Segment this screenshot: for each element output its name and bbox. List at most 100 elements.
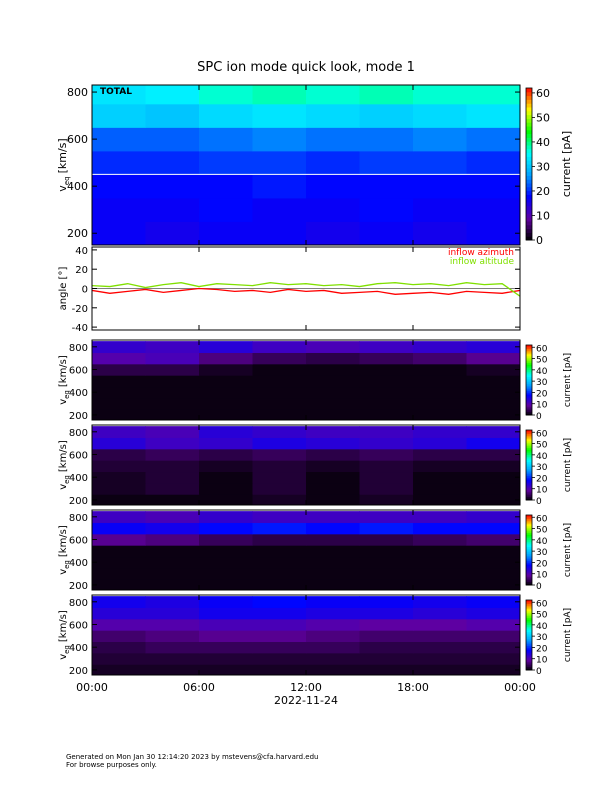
colorbar-step — [526, 550, 532, 553]
colorbar-step — [526, 583, 532, 586]
panel — [92, 282, 520, 297]
heat-cell — [252, 103, 307, 128]
heat-cell — [92, 641, 146, 654]
colorbar-step — [526, 437, 532, 440]
colorbar-step — [526, 452, 532, 455]
heat-cell — [145, 352, 200, 365]
heat-cell — [252, 460, 307, 473]
panel-label: TOTAL — [100, 87, 132, 97]
heat-cell — [92, 522, 146, 535]
colorbar-step — [526, 536, 532, 539]
heat-cell — [92, 545, 146, 558]
colorbar-step — [526, 194, 532, 199]
colorbar-step — [526, 525, 532, 528]
colorbar-step — [526, 489, 532, 492]
heat-cell — [413, 641, 467, 654]
heat-cell — [306, 174, 360, 199]
colorbar-tick-label: 50 — [536, 356, 548, 366]
colorbar-step — [526, 534, 532, 537]
colorbar-step — [526, 600, 532, 603]
heat-cell — [145, 482, 200, 495]
colorbar-step — [526, 472, 532, 475]
heat-cell — [92, 150, 146, 175]
colorbar-step — [526, 364, 532, 367]
colorbar-step — [526, 608, 532, 611]
heat-cell — [199, 103, 253, 128]
y-label-unit: [km/s] — [58, 355, 69, 387]
colorbar-step — [526, 486, 532, 489]
colorbar-step — [526, 433, 532, 436]
colorbar-tick-label: 60 — [536, 429, 548, 439]
heat-cell — [306, 375, 360, 388]
colorbar-step — [526, 413, 532, 416]
heat-cell — [359, 397, 414, 410]
colorbar-step — [526, 373, 532, 376]
heat-cell — [252, 426, 307, 438]
x-axis-label: 2022-11-24 — [274, 694, 338, 707]
footer-line: Generated on Mon Jan 30 12:14:20 2023 by… — [66, 753, 318, 761]
heat-cell — [359, 127, 414, 152]
colorbar-tick-label: 30 — [536, 160, 550, 173]
colorbar-step — [526, 539, 532, 542]
heat-cell — [466, 494, 520, 505]
colorbar-step — [526, 484, 532, 487]
colorbar-step — [526, 638, 532, 641]
colorbar-step — [526, 491, 532, 494]
colorbar-step — [526, 529, 532, 532]
heat-cell — [92, 607, 146, 620]
colorbar-tick-label: 20 — [536, 389, 548, 399]
heat-cell — [466, 437, 520, 450]
heat-cell — [252, 341, 307, 353]
y-tick-label: 600 — [69, 536, 88, 547]
heat-cell — [145, 103, 200, 128]
panel — [92, 341, 520, 420]
colorbar-step — [526, 171, 532, 176]
heat-cell — [466, 596, 520, 608]
heat-cell — [359, 460, 414, 473]
heat-cell — [252, 150, 307, 175]
colorbar-step — [526, 567, 532, 570]
y-tick-label: 20 — [75, 265, 88, 276]
colorbar-step — [526, 649, 532, 652]
heat-cell — [413, 437, 467, 450]
heat-cell — [359, 545, 414, 558]
heat-cell — [145, 448, 200, 461]
heat-cell — [199, 618, 253, 631]
colorbar-step — [526, 465, 532, 468]
heat-cell — [306, 85, 360, 105]
colorbar-step — [526, 133, 532, 138]
heat-cell — [199, 641, 253, 654]
heat-cell — [252, 567, 307, 580]
heat-cell — [145, 596, 200, 608]
heat-cell — [413, 363, 467, 376]
heat-cell — [466, 221, 520, 245]
heat-cell — [359, 103, 414, 128]
heat-cell — [199, 437, 253, 450]
heat-cell — [359, 174, 414, 199]
colorbar-step — [526, 367, 532, 370]
heat-cell — [413, 482, 467, 495]
colorbar-step — [526, 458, 532, 461]
colorbar-tick-label: 40 — [536, 537, 548, 547]
y-tick-label: 600 — [69, 451, 88, 462]
colorbar-tick-label: 10 — [536, 209, 550, 222]
colorbar-step — [526, 605, 532, 608]
y-label-main: v — [58, 654, 69, 660]
heat-cell — [92, 127, 146, 152]
heat-cell — [413, 375, 467, 388]
heat-cell — [466, 522, 520, 535]
colorbar-step — [526, 475, 532, 478]
heat-cell — [92, 482, 146, 495]
heat-cell — [413, 409, 467, 420]
colorbar-tick-label: 50 — [536, 111, 550, 124]
colorbar-step — [526, 636, 532, 639]
colorbar-tick-label: 30 — [536, 378, 548, 388]
heat-cell — [92, 630, 146, 643]
heat-cell — [252, 197, 307, 222]
heat-cell — [145, 664, 200, 675]
colorbar-step — [526, 516, 532, 519]
heat-cell — [306, 352, 360, 365]
colorbar-step — [526, 617, 532, 620]
heat-cell — [92, 85, 146, 105]
heat-cell — [359, 482, 414, 495]
